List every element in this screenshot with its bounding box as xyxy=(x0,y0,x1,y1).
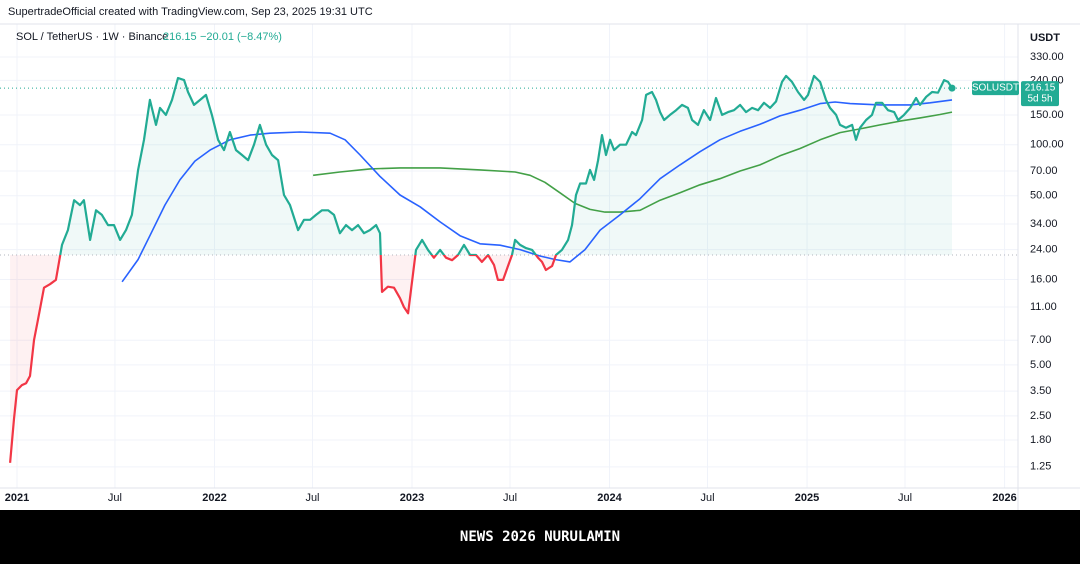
price-line xyxy=(9,74,953,463)
y-tick-label: 3.50 xyxy=(1030,385,1051,397)
x-tick-label: Jul xyxy=(305,492,319,504)
y-tick-label: 24.00 xyxy=(1030,244,1058,256)
attribution: SupertradeOfficial created with TradingV… xyxy=(8,6,373,18)
y-tick-label: 100.00 xyxy=(1030,139,1064,151)
axis-unit: USDT xyxy=(1030,32,1060,44)
y-tick-label: 11.00 xyxy=(1030,301,1057,313)
price-tag-value: 216.15 xyxy=(1025,83,1056,94)
y-tick-label: 5.00 xyxy=(1030,359,1051,371)
y-tick-label: 2.50 xyxy=(1030,410,1051,422)
x-tick-label: 2026 xyxy=(992,492,1016,504)
footer-text: NEWS 2026 NURULAMIN xyxy=(460,529,620,545)
price-tag-countdown: 5d 5h xyxy=(1027,94,1052,105)
x-tick-label: 2025 xyxy=(795,492,819,504)
price-tag-symbol: SOLUSDT xyxy=(972,83,1019,94)
x-tick-label: 2023 xyxy=(400,492,424,504)
x-tick-label: Jul xyxy=(108,492,122,504)
price-tag-symbol-box xyxy=(972,81,1019,96)
x-tick-label: 2022 xyxy=(202,492,226,504)
y-tick-label: 70.00 xyxy=(1030,165,1058,177)
y-tick-label: 1.80 xyxy=(1030,434,1051,446)
x-tick-label: Jul xyxy=(700,492,714,504)
y-tick-label: 7.00 xyxy=(1030,334,1051,346)
baseline-area xyxy=(10,75,953,463)
footer-bar xyxy=(0,510,1080,564)
last-point xyxy=(948,84,956,92)
plot xyxy=(0,74,1018,463)
x-tick-label: Jul xyxy=(898,492,912,504)
y-tick-label: 34.00 xyxy=(1030,218,1058,230)
y-tick-label: 50.00 xyxy=(1030,190,1058,202)
y-tick-label: 16.00 xyxy=(1030,273,1058,285)
x-tick-label: 2021 xyxy=(5,492,29,504)
x-tick-label: Jul xyxy=(503,492,517,504)
y-tick-label: 150.00 xyxy=(1030,109,1064,121)
axes: 330.00240.00150.00100.0070.0050.0034.002… xyxy=(5,51,1064,504)
legend-change: −20.01 (−8.47%) xyxy=(200,31,282,43)
symbol-legend: SOL / TetherUS · 1W · Binance xyxy=(16,31,168,43)
legend-price: 216.15 xyxy=(163,31,197,43)
price-tag-box xyxy=(1021,81,1059,107)
y-tick-label: 1.25 xyxy=(1030,461,1051,473)
y-tick-label: 330.00 xyxy=(1030,51,1064,63)
x-tick-label: 2024 xyxy=(597,492,622,504)
